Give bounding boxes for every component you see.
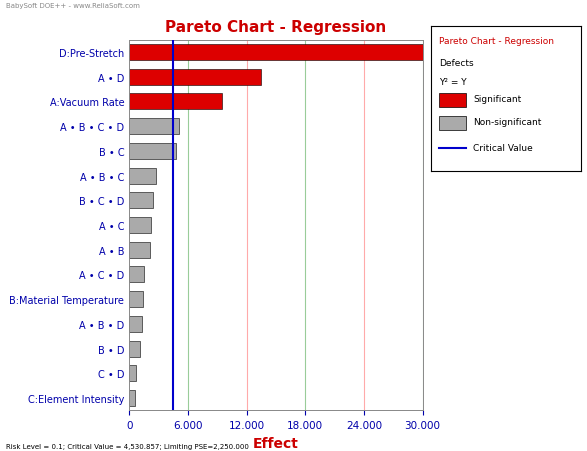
Bar xyxy=(129,390,135,406)
Bar xyxy=(129,217,151,234)
Bar xyxy=(129,267,144,283)
Bar xyxy=(129,143,176,160)
Bar xyxy=(129,341,140,357)
Text: Defects: Defects xyxy=(439,59,474,68)
FancyBboxPatch shape xyxy=(439,116,466,131)
Bar xyxy=(129,365,136,382)
Text: Significant: Significant xyxy=(473,95,522,104)
Bar xyxy=(129,291,143,308)
Bar xyxy=(129,69,261,86)
Bar xyxy=(129,193,153,209)
Y-axis label: Term: Term xyxy=(0,206,4,245)
Bar xyxy=(129,94,222,110)
Text: Critical Value: Critical Value xyxy=(473,144,533,153)
Text: Y² = Y: Y² = Y xyxy=(439,78,467,87)
FancyBboxPatch shape xyxy=(439,93,466,108)
X-axis label: Effect: Effect xyxy=(253,436,299,450)
Bar xyxy=(129,316,142,332)
Text: Risk Level = 0.1; Critical Value = 4,530.857; Limiting PSE=2,250.000: Risk Level = 0.1; Critical Value = 4,530… xyxy=(6,443,249,449)
Text: Non-significant: Non-significant xyxy=(473,118,542,127)
Bar xyxy=(129,242,150,258)
Bar xyxy=(129,119,179,135)
Text: BabySoft DOE++ - www.ReliaSoft.com: BabySoft DOE++ - www.ReliaSoft.com xyxy=(6,3,140,9)
Bar xyxy=(129,45,423,61)
Text: Pareto Chart - Regression: Pareto Chart - Regression xyxy=(166,20,386,35)
Bar xyxy=(129,168,156,184)
Text: Pareto Chart - Regression: Pareto Chart - Regression xyxy=(439,37,554,46)
